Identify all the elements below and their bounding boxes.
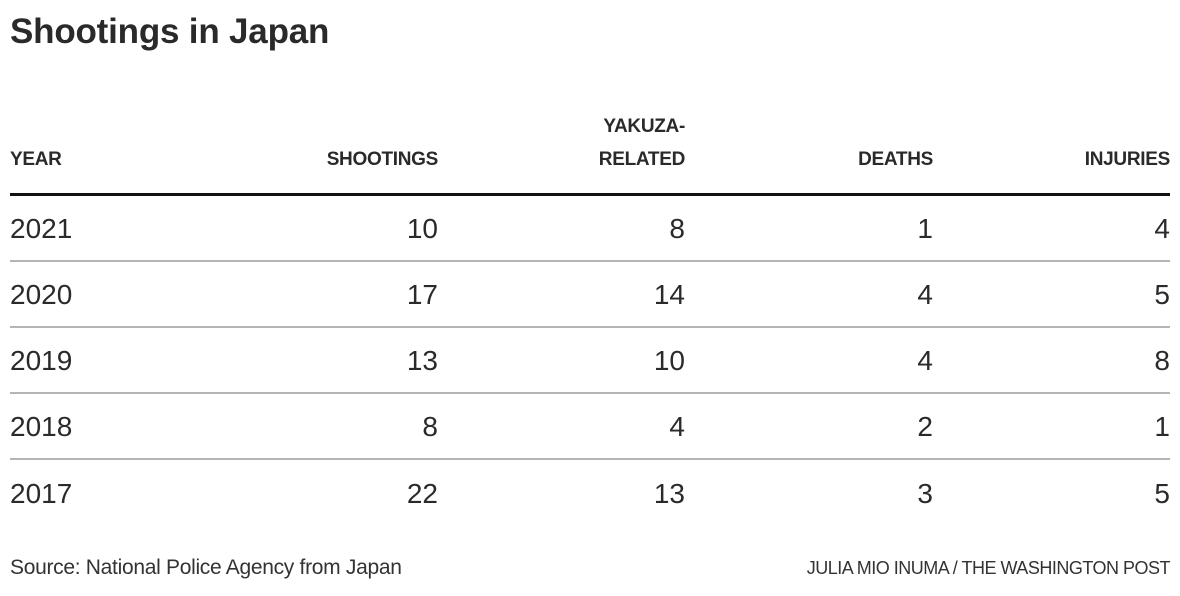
chart-title: Shootings in Japan: [10, 12, 330, 51]
cell-injuries: 8: [1154, 345, 1170, 376]
shootings-table: YEAR SHOOTINGS YAKUZA- RELATED DEATHS IN…: [10, 110, 1170, 526]
column-header-label-line2: RELATED: [598, 149, 686, 170]
cell-injuries: 1: [1154, 411, 1170, 442]
cell-year: 2021: [10, 213, 73, 244]
chart-footer: Source: National Police Agency from Japa…: [10, 556, 1171, 580]
cell-deaths: 3: [917, 478, 933, 509]
column-header-deaths: DEATHS: [685, 143, 933, 176]
column-header-label: INJURIES: [1084, 149, 1171, 170]
column-header-yakuza-related: YAKUZA- RELATED: [438, 110, 686, 176]
cell-injuries: 5: [1154, 279, 1170, 310]
column-header-label: SHOOTINGS: [326, 149, 439, 170]
cell-injuries: 4: [1154, 213, 1170, 244]
cell-shootings: 22: [406, 478, 438, 509]
source-note: Source: National Police Agency from Japa…: [10, 556, 402, 579]
cell-yakuza-related: 13: [653, 478, 685, 509]
table-row: 2020 17 14 4 5: [10, 262, 1170, 328]
cell-year: 2018: [10, 411, 73, 442]
cell-yakuza-related: 10: [653, 345, 685, 376]
credit-line: JULIA MIO INUMA / THE WASHINGTON POST: [806, 558, 1171, 578]
column-header-shootings: SHOOTINGS: [190, 143, 439, 176]
cell-shootings: 13: [406, 345, 438, 376]
cell-yakuza-related: 4: [669, 411, 685, 442]
table-header-row: YEAR SHOOTINGS YAKUZA- RELATED DEATHS IN…: [10, 110, 1170, 196]
table-row: 2017 22 13 3 5: [10, 460, 1170, 526]
cell-shootings: 17: [406, 279, 438, 310]
table-row: 2018 8 4 2 1: [10, 394, 1170, 460]
cell-year: 2017: [10, 478, 73, 509]
cell-shootings: 10: [406, 213, 438, 244]
cell-year: 2019: [10, 345, 73, 376]
cell-deaths: 2: [917, 411, 933, 442]
cell-yakuza-related: 8: [669, 213, 685, 244]
cell-deaths: 4: [917, 279, 933, 310]
cell-yakuza-related: 14: [653, 279, 685, 310]
cell-deaths: 1: [917, 213, 933, 244]
column-header-injuries: INJURIES: [933, 143, 1171, 176]
cell-injuries: 5: [1154, 478, 1170, 509]
cell-year: 2020: [10, 279, 73, 310]
cell-shootings: 8: [422, 411, 438, 442]
column-header-label-line1: YAKUZA-: [603, 116, 685, 137]
column-header-year: YEAR: [10, 143, 190, 176]
column-header-label: YEAR: [10, 149, 62, 170]
cell-deaths: 4: [917, 345, 933, 376]
column-header-label: DEATHS: [858, 149, 933, 170]
table-row: 2021 10 8 1 4: [10, 196, 1170, 262]
table-row: 2019 13 10 4 8: [10, 328, 1170, 394]
